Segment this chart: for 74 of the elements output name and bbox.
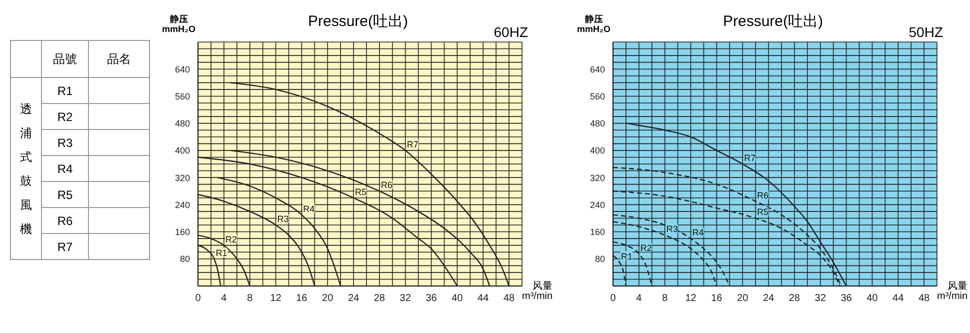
series-label: R2 [225, 234, 237, 244]
x-tick-label: 4 [636, 293, 642, 304]
y-tick-label: 240 [174, 200, 190, 210]
series-label: R6 [757, 190, 769, 200]
x-tick-label: 8 [662, 293, 668, 304]
x-axis-title: 风量 m³/min [937, 281, 968, 302]
x-tick-label: 20 [737, 293, 749, 304]
x-tick-label: 40 [866, 293, 878, 304]
category-label: R4 [42, 156, 88, 182]
x-tick-label: 48 [503, 293, 516, 304]
x-tick-label: 36 [426, 293, 438, 304]
category-label: R7 [42, 234, 88, 260]
series-label: R1 [216, 248, 228, 258]
series-label: R2 [640, 242, 652, 253]
chart-title: Pressure(吐出) [308, 13, 408, 30]
x-tick-label: 8 [247, 293, 254, 304]
y-tick-label: 480 [590, 118, 605, 129]
x-tick-label: 16 [296, 293, 308, 304]
x-tick-label: 16 [711, 293, 723, 304]
y-axis-title: 静压 mmH₂O [577, 14, 611, 34]
y-tick-label: 560 [590, 91, 605, 102]
series-label: R7 [744, 153, 756, 163]
y-tick-label: 320 [590, 172, 605, 183]
text: 品名 [88, 40, 150, 78]
text: 品號 [42, 40, 88, 78]
category-label: R3 [42, 130, 88, 156]
x-tick-label: 32 [814, 293, 826, 304]
series-label: R7 [406, 139, 418, 150]
x-tick-label: 20 [322, 293, 334, 304]
series-label: R4 [692, 228, 704, 238]
x-tick-label: 28 [788, 293, 800, 304]
y-tick-label: 160 [174, 226, 190, 237]
y-tick-label: 80 [180, 254, 190, 264]
x-tick-label: 12 [685, 293, 697, 304]
chart-subtitle: 60HZ [494, 24, 528, 40]
category-label: R6 [42, 208, 88, 234]
x-tick-label: 24 [762, 293, 775, 304]
y-tick-label: 400 [590, 146, 605, 156]
y-tick-label: 560 [174, 91, 190, 102]
series-label: R4 [303, 204, 315, 214]
y-tick-label: 160 [590, 226, 605, 237]
x-tick-label: 36 [840, 293, 852, 304]
y-tick-label: 640 [590, 64, 605, 74]
y-tick-label: 640 [174, 64, 190, 74]
series-label: R6 [380, 180, 392, 190]
y-axis-title: 静压 mmH₂O [162, 14, 196, 34]
chart-subtitle: 50HZ [908, 24, 943, 40]
series-label: R5 [757, 207, 769, 218]
x-tick-label: 28 [374, 293, 386, 304]
y-tick-label: 320 [174, 172, 190, 183]
x-tick-label: 44 [478, 293, 490, 304]
x-tick-label: 44 [892, 293, 904, 304]
series-label: R1 [620, 251, 632, 262]
y-tick-label: 240 [590, 200, 605, 210]
x-tick-label: 0 [610, 293, 616, 304]
x-tick-label: 32 [400, 293, 412, 304]
x-tick-label: 4 [221, 293, 228, 304]
x-tick-label: 48 [918, 293, 930, 304]
x-tick-label: 0 [195, 293, 202, 304]
x-axis-title: 风量 m³/min [522, 281, 553, 302]
x-tick-label: 24 [348, 293, 360, 304]
x-tick-label: 12 [270, 293, 282, 304]
chart-title: Pressure(吐出) [722, 13, 823, 30]
series-label: R3 [277, 214, 289, 224]
series-label: R5 [355, 186, 367, 197]
text: 透浦式鼓風機 [19, 100, 33, 238]
category-label: R5 [42, 182, 88, 208]
category-label: R1 [42, 78, 88, 104]
category-label: R2 [42, 104, 88, 130]
series-label: R3 [666, 224, 678, 234]
x-tick-label: 40 [452, 293, 464, 304]
y-tick-label: 400 [174, 146, 190, 156]
y-tick-label: 480 [174, 118, 190, 129]
y-tick-label: 80 [594, 254, 605, 264]
